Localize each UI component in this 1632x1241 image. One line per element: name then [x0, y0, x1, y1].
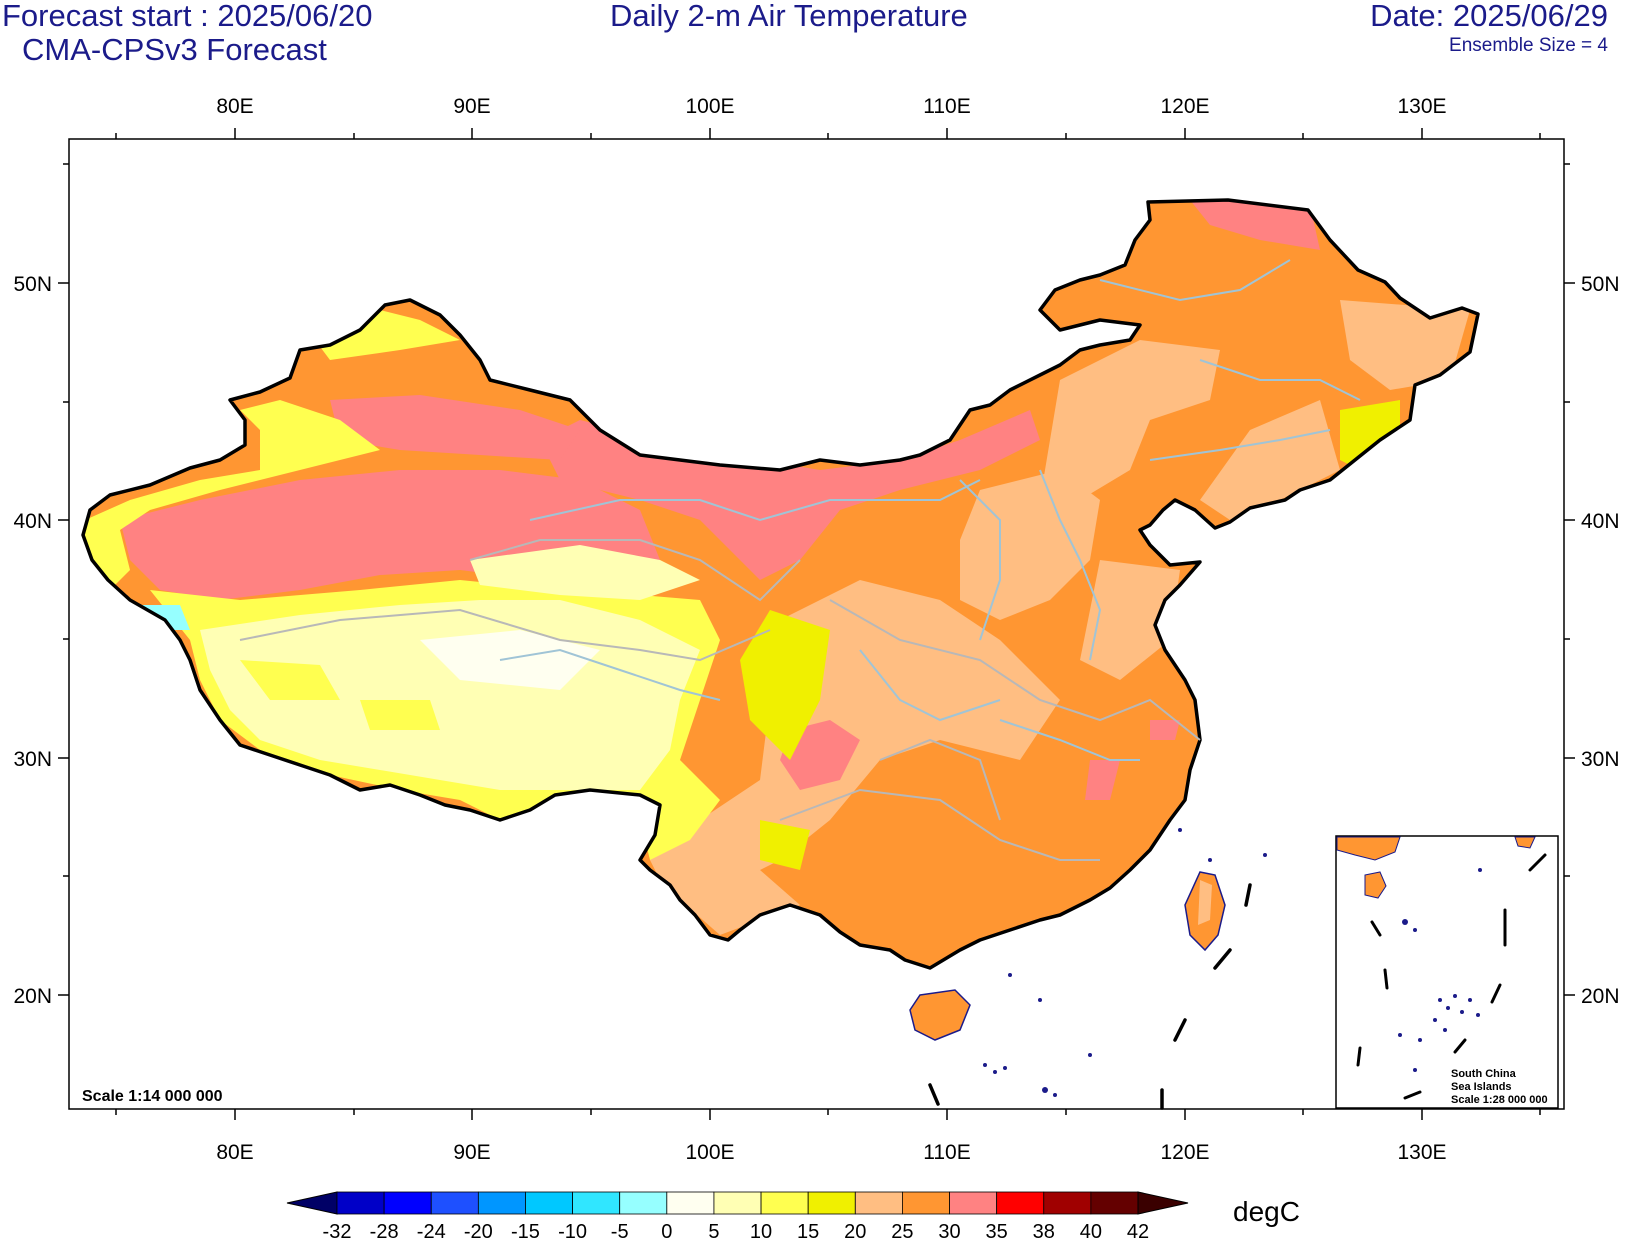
hainan-island [909, 989, 971, 1041]
colorbar-arrow-low [286, 1191, 338, 1215]
lat-label-right: 40N [1581, 510, 1620, 533]
colorbar-tick-label: 5 [708, 1221, 719, 1241]
valid-date-label: Date: 2025/06/29 [1370, 0, 1608, 33]
forecast-start-label: Forecast start : 2025/06/20 [2, 0, 373, 33]
colorbar-arrow-high [1137, 1191, 1189, 1215]
colorbar-swatch [1043, 1191, 1092, 1215]
colorbar-swatch [1090, 1191, 1139, 1215]
colorbar-tick-label: -10 [558, 1221, 587, 1241]
model-label: CMA-CPSv3 Forecast [22, 32, 327, 67]
lon-label-bottom: 80E [216, 1141, 253, 1164]
colorbar-tick-label: -5 [611, 1221, 629, 1241]
lon-label-top: 100E [685, 95, 734, 118]
colorbar-tick-label: 15 [797, 1221, 819, 1241]
colorbar-units: degC [1233, 1196, 1300, 1227]
colorbar-tick-label: 42 [1127, 1221, 1149, 1241]
colorbar-tick-label: -28 [370, 1221, 399, 1241]
lat-label-right: 50N [1581, 273, 1620, 296]
colorbar-swatch [902, 1191, 950, 1215]
colorbar-tick-label: 40 [1080, 1221, 1102, 1241]
colorbar: -32 -28 -24 -20 -15 -10 -5 0 5 10 15 20 25 30 35 38 40 42 [286, 1191, 1189, 1241]
lon-label-top: 130E [1397, 95, 1446, 118]
colorbar-swatch [666, 1191, 715, 1215]
colorbar-tick-label: -20 [464, 1221, 493, 1241]
lon-ticks [115, 128, 1541, 1120]
inset-caption-3: Scale 1:28 000 000 [1451, 1094, 1548, 1106]
colorbar-tick-label: -32 [323, 1221, 352, 1241]
lon-label-top: 120E [1160, 95, 1209, 118]
colorbar-swatch [619, 1191, 668, 1215]
colorbar-swatch [383, 1191, 432, 1215]
dashed-boundary [928, 883, 1252, 1110]
lat-label-left: 20N [13, 985, 52, 1008]
colorbar-swatch [949, 1191, 998, 1215]
colorbar-swatch [430, 1191, 479, 1215]
colorbar-tick-label: -15 [511, 1221, 540, 1241]
china-border [81, 198, 1480, 970]
lat-label-right: 20N [1581, 985, 1620, 1008]
inset-map: South China Sea Islands Scale 1:28 000 0… [1335, 835, 1559, 1109]
colorbar-swatch [572, 1191, 621, 1215]
colorbar-swatch [525, 1191, 573, 1215]
lon-label-bottom: 100E [685, 1141, 734, 1164]
colorbar-swatch [996, 1191, 1045, 1215]
lat-label-left: 40N [13, 510, 52, 533]
colorbar-swatch [854, 1191, 903, 1215]
colorbar-tick-label: 25 [891, 1221, 913, 1241]
colorbar-swatch [807, 1191, 856, 1215]
colorbar-swatch [336, 1191, 385, 1215]
lat-label-right: 30N [1581, 748, 1620, 771]
colorbar-swatch [760, 1191, 809, 1215]
colorbar-tick-label: 38 [1033, 1221, 1055, 1241]
lon-label-bottom: 90E [453, 1141, 490, 1164]
lon-label-bottom: 120E [1160, 1141, 1209, 1164]
lat-ticks [58, 163, 1575, 996]
inset-caption-2: Sea Islands [1451, 1081, 1512, 1093]
lon-label-top: 110E [923, 95, 971, 118]
colorbar-tick-label: -24 [417, 1221, 446, 1241]
chart-title: Daily 2-m Air Temperature [610, 0, 968, 33]
colorbar-tick-label: 20 [844, 1221, 866, 1241]
lat-label-left: 50N [13, 273, 52, 296]
inset-caption-1: South China [1451, 1068, 1517, 1080]
ensemble-size-label: Ensemble Size = 4 [1449, 35, 1608, 56]
lon-label-top: 80E [216, 95, 253, 118]
colorbar-swatch [477, 1191, 526, 1215]
colorbar-swatch [713, 1191, 762, 1215]
lon-label-top: 90E [453, 95, 490, 118]
colorbar-tick-label: 30 [938, 1221, 960, 1241]
colorbar-tick-label: 10 [750, 1221, 772, 1241]
colorbar-tick-label: 35 [986, 1221, 1008, 1241]
lon-label-bottom: 130E [1397, 1141, 1446, 1164]
lat-label-left: 30N [13, 748, 52, 771]
map-scale-label: Scale 1:14 000 000 [82, 1088, 223, 1105]
colorbar-tick-label: 0 [661, 1221, 672, 1241]
province-boundaries [239, 259, 1361, 861]
small-islands [983, 828, 1267, 1097]
lon-label-bottom: 110E [923, 1141, 971, 1164]
